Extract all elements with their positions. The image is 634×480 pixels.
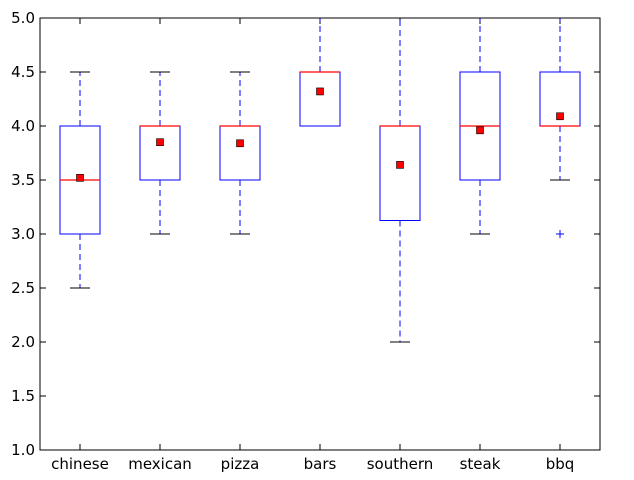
y-tick-label: 2.5 bbox=[11, 279, 35, 297]
mean-marker bbox=[156, 138, 164, 146]
y-axis: 1.0 1.5 2.0 2.5 3.0 3.5 4.0 4.5 5.0 bbox=[11, 9, 600, 459]
x-tick-label: bbq bbox=[546, 455, 575, 473]
x-tick-label: pizza bbox=[221, 455, 260, 473]
y-tick-label: 4.0 bbox=[11, 117, 35, 135]
x-axis: chinese mexican pizza bars southern steak bbq bbox=[51, 18, 574, 473]
y-tick-label: 3.5 bbox=[11, 171, 35, 189]
mean-marker bbox=[476, 126, 484, 135]
box-pizza bbox=[219, 71, 261, 235]
y-tick-label: 5.0 bbox=[11, 9, 35, 27]
box-mexican bbox=[139, 71, 181, 235]
mean-marker bbox=[556, 112, 564, 121]
y-tick-label: 2.0 bbox=[11, 333, 35, 351]
mean-marker bbox=[316, 87, 324, 96]
x-tick-label: steak bbox=[460, 455, 501, 473]
mean-marker bbox=[236, 139, 244, 148]
box-chinese bbox=[59, 71, 101, 289]
x-tick-label: bars bbox=[304, 455, 337, 473]
y-tick-label: 4.5 bbox=[11, 63, 35, 81]
plot-background bbox=[40, 18, 600, 450]
y-tick-label: 1.0 bbox=[11, 441, 35, 459]
y-tick-label: 3.0 bbox=[11, 225, 35, 243]
y-tick-label: 1.5 bbox=[11, 387, 35, 405]
x-tick-label: chinese bbox=[51, 455, 109, 473]
box-bars bbox=[299, 17, 341, 127]
x-tick-label: mexican bbox=[128, 455, 192, 473]
mean-marker bbox=[396, 161, 404, 169]
plot-frame bbox=[39, 17, 601, 451]
boxes-group bbox=[59, 17, 581, 343]
x-tick-label: southern bbox=[367, 455, 434, 473]
mean-marker bbox=[76, 174, 84, 182]
